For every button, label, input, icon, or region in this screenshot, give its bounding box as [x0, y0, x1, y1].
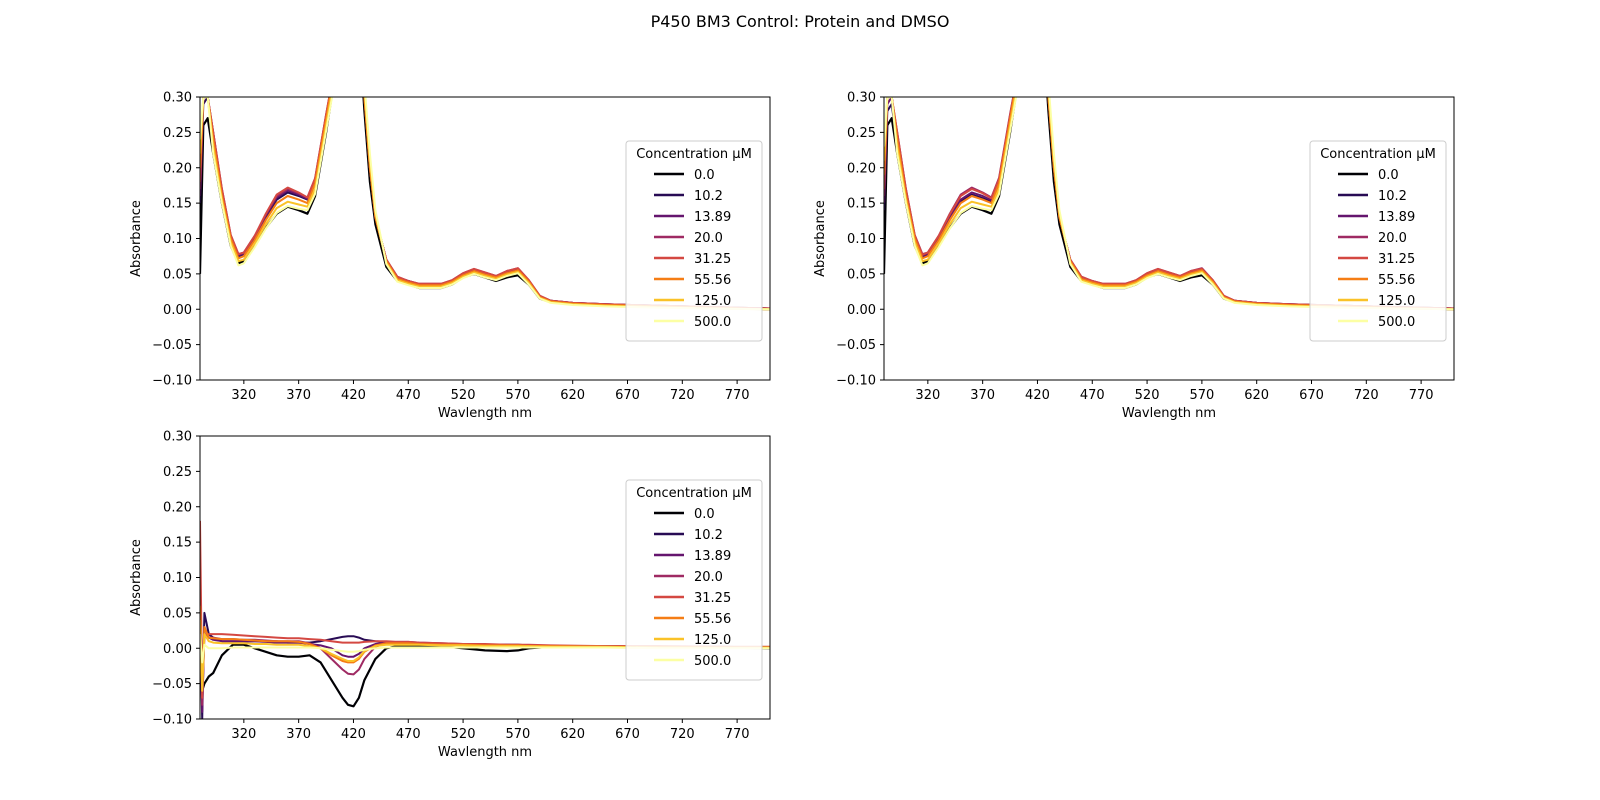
legend: Concentration µM 0.0 10.2 13.89 20.0 31.25 55.… [626, 141, 762, 341]
x-axis-label: Wavlength nm [438, 745, 532, 760]
legend-entry-label: 0.0 [694, 168, 715, 183]
legend-entry-label: 55.56 [694, 273, 731, 288]
legend-entry-label: 55.56 [694, 612, 731, 627]
x-tick-label: 620 [560, 388, 585, 403]
legend-entry-label: 0.0 [694, 507, 715, 522]
y-tick-label: 0.10 [163, 571, 192, 586]
y-tick-label: 0.30 [163, 91, 192, 106]
y-tick-label: 0.15 [847, 197, 876, 212]
x-tick-label: 520 [451, 727, 476, 742]
x-tick-label: 320 [231, 388, 256, 403]
y-tick-label: 0.05 [847, 267, 876, 282]
x-tick-label: 420 [341, 388, 366, 403]
y-tick-label: 0.25 [163, 465, 192, 480]
x-tick-label: 520 [1135, 388, 1160, 403]
x-tick-label: 570 [1189, 388, 1214, 403]
y-axis-label: Absorbance [129, 539, 144, 616]
x-tick-label: 770 [725, 727, 750, 742]
chart-panel-top-left: 320 370 420 470 520 570 620 670 720 770 −0.10 −0.05… [129, 26, 770, 421]
legend-entry-label: 31.25 [1378, 252, 1415, 267]
legend-entry-label: 13.89 [1378, 210, 1415, 225]
legend-entry-label: 10.2 [694, 528, 723, 543]
legend: Concentration µM 0.0 10.2 13.89 20.0 31.25 55.… [1310, 141, 1446, 341]
x-tick-label: 770 [1409, 388, 1434, 403]
x-tick-label: 570 [505, 727, 530, 742]
legend: Concentration µM 0.0 10.2 13.89 20.0 31.25 55.… [626, 480, 762, 680]
y-tick-label: 0.15 [163, 197, 192, 212]
x-tick-label: 370 [286, 727, 311, 742]
y-tick-label: −0.10 [152, 374, 192, 389]
x-tick-label: 420 [341, 727, 366, 742]
legend-entry-label: 31.25 [694, 591, 731, 606]
y-tick-label: 0.00 [163, 642, 192, 657]
legend-entry-label: 20.0 [694, 231, 723, 246]
y-tick-label: −0.05 [152, 677, 192, 692]
x-tick-label: 670 [1299, 388, 1324, 403]
x-tick-label: 620 [1244, 388, 1269, 403]
y-tick-label: 0.10 [847, 232, 876, 247]
y-tick-label: 0.00 [847, 303, 876, 318]
x-tick-label: 720 [1354, 388, 1379, 403]
y-tick-label: −0.05 [152, 338, 192, 353]
chart-panel-top-right: 320 370 420 470 520 570 620 670 720 770 −0.10 −0.05… [813, 26, 1454, 421]
y-tick-label: 0.25 [163, 126, 192, 141]
chart-panel-bottom-left: 320 370 420 470 520 570 620 670 720 770 −0.10 −0.05… [129, 430, 770, 761]
legend-entry-label: 500.0 [1378, 315, 1415, 330]
legend-entry-label: 10.2 [694, 189, 723, 204]
legend-entry-label: 31.25 [694, 252, 731, 267]
legend-entry-label: 125.0 [1378, 294, 1415, 309]
x-tick-label: 370 [970, 388, 995, 403]
x-tick-label: 720 [670, 388, 695, 403]
legend-entry-label: 55.56 [1378, 273, 1415, 288]
y-tick-label: 0.20 [163, 161, 192, 176]
x-tick-label: 320 [231, 727, 256, 742]
y-tick-label: 0.30 [847, 91, 876, 106]
legend-title: Concentration µM [636, 486, 752, 501]
y-tick-label: −0.05 [836, 338, 876, 353]
x-tick-label: 470 [396, 727, 421, 742]
x-tick-label: 320 [915, 388, 940, 403]
x-tick-label: 470 [396, 388, 421, 403]
x-tick-label: 670 [615, 727, 640, 742]
x-tick-label: 670 [615, 388, 640, 403]
x-tick-label: 770 [725, 388, 750, 403]
legend-entry-label: 20.0 [1378, 231, 1407, 246]
legend-entry-label: 125.0 [694, 294, 731, 309]
x-tick-label: 620 [560, 727, 585, 742]
legend-entry-label: 125.0 [694, 633, 731, 648]
legend-entry-label: 500.0 [694, 315, 731, 330]
y-tick-label: 0.25 [847, 126, 876, 141]
x-axis-label: Wavlength nm [1122, 406, 1216, 421]
y-tick-label: 0.20 [847, 161, 876, 176]
y-tick-label: 0.05 [163, 606, 192, 621]
x-tick-label: 420 [1025, 388, 1050, 403]
y-tick-label: 0.10 [163, 232, 192, 247]
y-tick-label: −0.10 [152, 713, 192, 728]
legend-entry-label: 13.89 [694, 210, 731, 225]
y-tick-label: 0.05 [163, 267, 192, 282]
legend-entry-label: 20.0 [694, 570, 723, 585]
x-tick-label: 520 [451, 388, 476, 403]
legend-entry-label: 13.89 [694, 549, 731, 564]
y-tick-label: 0.15 [163, 536, 192, 551]
legend-title: Concentration µM [636, 147, 752, 162]
y-axis-label: Absorbance [129, 200, 144, 277]
x-tick-label: 370 [286, 388, 311, 403]
x-axis-label: Wavlength nm [438, 406, 532, 421]
legend-entry-label: 0.0 [1378, 168, 1399, 183]
x-tick-label: 570 [505, 388, 530, 403]
x-tick-label: 470 [1080, 388, 1105, 403]
y-tick-label: −0.10 [836, 374, 876, 389]
legend-title: Concentration µM [1320, 147, 1436, 162]
legend-entry-label: 10.2 [1378, 189, 1407, 204]
y-tick-label: 0.20 [163, 500, 192, 515]
x-tick-label: 720 [670, 727, 695, 742]
legend-entry-label: 500.0 [694, 654, 731, 669]
y-axis-label: Absorbance [813, 200, 828, 277]
y-tick-label: 0.00 [163, 303, 192, 318]
y-tick-label: 0.30 [163, 430, 192, 445]
